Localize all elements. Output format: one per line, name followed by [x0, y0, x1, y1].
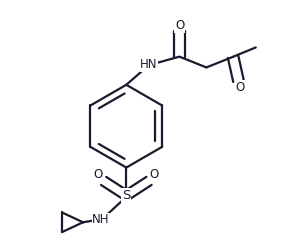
Text: O: O	[175, 19, 184, 32]
Text: O: O	[235, 81, 244, 94]
Text: S: S	[122, 189, 130, 202]
Text: O: O	[150, 168, 159, 181]
Text: HN: HN	[140, 58, 158, 71]
Text: NH: NH	[92, 213, 110, 226]
Text: O: O	[94, 168, 103, 181]
